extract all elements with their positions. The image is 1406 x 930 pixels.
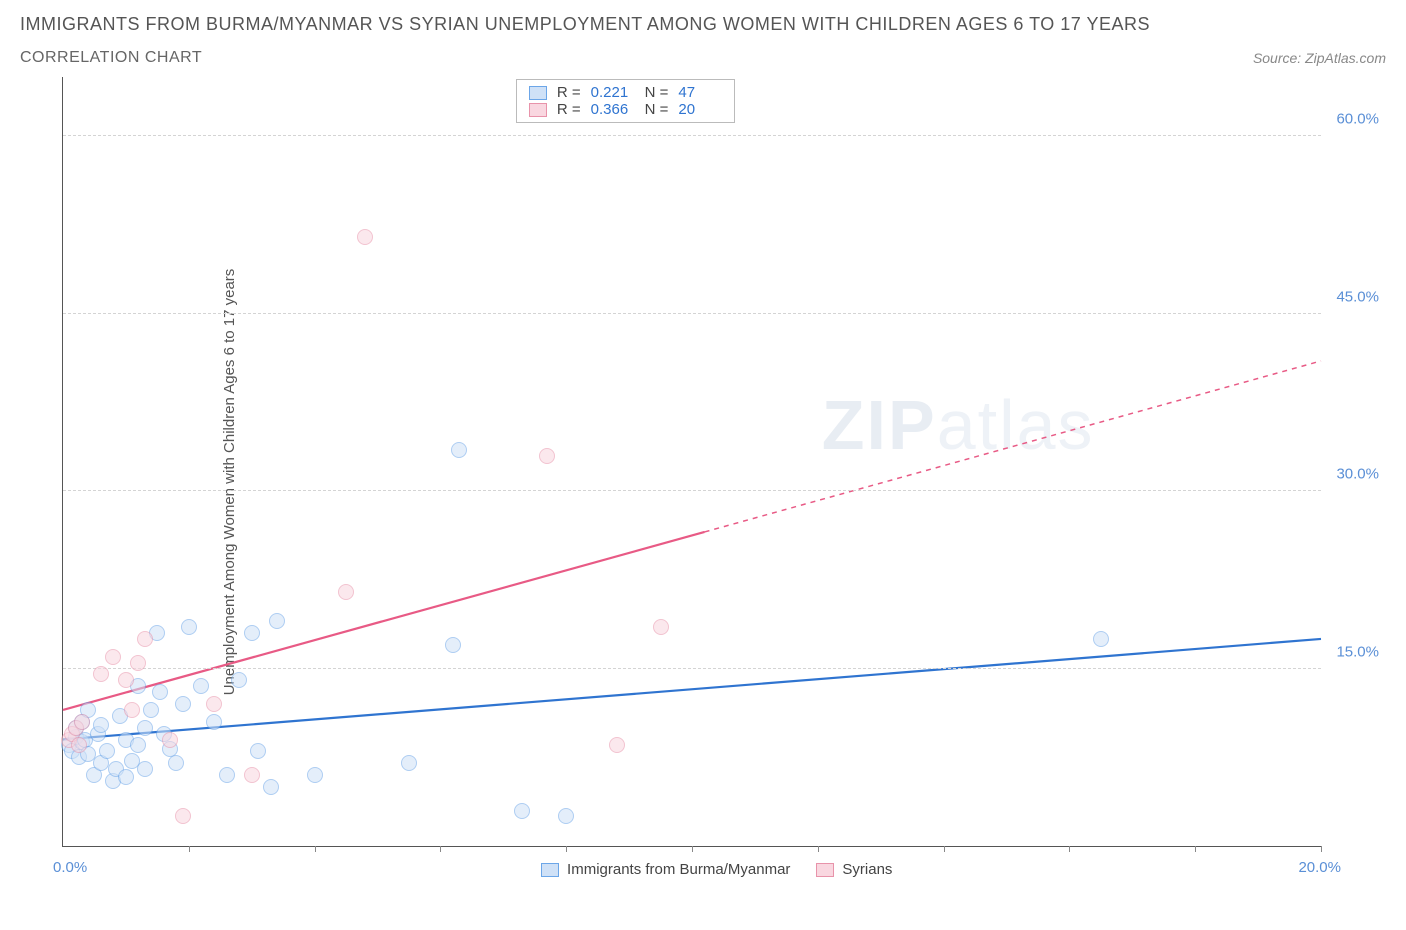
stat-n-value: 20 xyxy=(678,101,722,118)
x-tick xyxy=(566,846,567,852)
x-tick xyxy=(818,846,819,852)
x-tick xyxy=(1069,846,1070,852)
legend-label: Syrians xyxy=(842,861,892,878)
data-point xyxy=(137,720,153,736)
trend-line-dashed xyxy=(705,361,1321,532)
data-point xyxy=(514,803,530,819)
legend-swatch xyxy=(816,863,834,877)
y-tick-label: 15.0% xyxy=(1336,643,1379,660)
legend-swatch xyxy=(529,86,547,100)
data-point xyxy=(269,613,285,629)
data-point xyxy=(93,666,109,682)
gridline xyxy=(63,135,1321,136)
data-point xyxy=(653,619,669,635)
stats-legend-box: R = 0.221 N = 47 R = 0.366 N = 20 xyxy=(516,79,736,123)
bottom-legend: Immigrants from Burma/Myanmar Syrians xyxy=(541,861,892,878)
stats-row: R = 0.221 N = 47 xyxy=(529,84,723,101)
gridline xyxy=(63,313,1321,314)
stat-n-value: 47 xyxy=(678,84,722,101)
data-point xyxy=(193,678,209,694)
data-point xyxy=(93,717,109,733)
legend-label: Immigrants from Burma/Myanmar xyxy=(567,861,790,878)
data-point xyxy=(124,702,140,718)
y-tick-label: 45.0% xyxy=(1336,288,1379,305)
chart-subtitle: CORRELATION CHART xyxy=(20,49,202,67)
data-point xyxy=(181,619,197,635)
legend-item: Syrians xyxy=(816,861,892,878)
data-point xyxy=(130,655,146,671)
watermark: ZIPatlas xyxy=(822,385,1095,465)
data-point xyxy=(175,808,191,824)
data-point xyxy=(445,637,461,653)
data-point xyxy=(168,755,184,771)
subtitle-row: CORRELATION CHART Source: ZipAtlas.com xyxy=(20,49,1386,67)
x-tick xyxy=(189,846,190,852)
data-point xyxy=(143,702,159,718)
gridline xyxy=(63,668,1321,669)
gridline xyxy=(63,490,1321,491)
plot-area: ZIPatlas R =0.221N =47R =0.366N =20 0.0%… xyxy=(62,77,1321,847)
data-point xyxy=(1093,631,1109,647)
data-point xyxy=(219,767,235,783)
page-title: IMMIGRANTS FROM BURMA/MYANMAR VS SYRIAN … xyxy=(20,14,1386,35)
stat-n-label: N = xyxy=(645,101,669,118)
data-point xyxy=(244,767,260,783)
trend-lines xyxy=(63,77,1321,846)
data-point xyxy=(71,737,87,753)
x-axis-max-label: 20.0% xyxy=(1298,859,1341,876)
y-tick-label: 30.0% xyxy=(1336,466,1379,483)
x-tick xyxy=(1321,846,1322,852)
data-point xyxy=(206,714,222,730)
y-tick-label: 60.0% xyxy=(1336,111,1379,128)
data-point xyxy=(137,631,153,647)
stats-row: R = 0.366 N = 20 xyxy=(529,101,723,118)
data-point xyxy=(558,808,574,824)
chart-container: Unemployment Among Women with Children A… xyxy=(20,77,1386,887)
data-point xyxy=(357,229,373,245)
stat-n-label: N = xyxy=(645,84,669,101)
x-tick xyxy=(315,846,316,852)
data-point xyxy=(539,448,555,464)
data-point xyxy=(105,649,121,665)
data-point xyxy=(137,761,153,777)
data-point xyxy=(307,767,323,783)
data-point xyxy=(338,584,354,600)
data-point xyxy=(74,714,90,730)
data-point xyxy=(263,779,279,795)
x-tick xyxy=(692,846,693,852)
data-point xyxy=(118,769,134,785)
stat-r-value: 0.221 xyxy=(591,84,635,101)
data-point xyxy=(231,672,247,688)
data-point xyxy=(244,625,260,641)
data-point xyxy=(130,737,146,753)
x-tick xyxy=(1195,846,1196,852)
x-tick xyxy=(944,846,945,852)
data-point xyxy=(609,737,625,753)
stat-r-value: 0.366 xyxy=(591,101,635,118)
data-point xyxy=(175,696,191,712)
stat-r-label: R = xyxy=(557,101,581,118)
data-point xyxy=(451,442,467,458)
x-tick xyxy=(440,846,441,852)
data-point xyxy=(162,732,178,748)
data-point xyxy=(99,743,115,759)
data-point xyxy=(206,696,222,712)
source-label: Source: ZipAtlas.com xyxy=(1253,50,1386,66)
trend-line xyxy=(63,639,1321,740)
legend-item: Immigrants from Burma/Myanmar xyxy=(541,861,790,878)
data-point xyxy=(152,684,168,700)
stat-r-label: R = xyxy=(557,84,581,101)
data-point xyxy=(250,743,266,759)
x-axis-min-label: 0.0% xyxy=(53,859,87,876)
data-point xyxy=(118,672,134,688)
legend-swatch xyxy=(529,103,547,117)
data-point xyxy=(401,755,417,771)
legend-swatch xyxy=(541,863,559,877)
